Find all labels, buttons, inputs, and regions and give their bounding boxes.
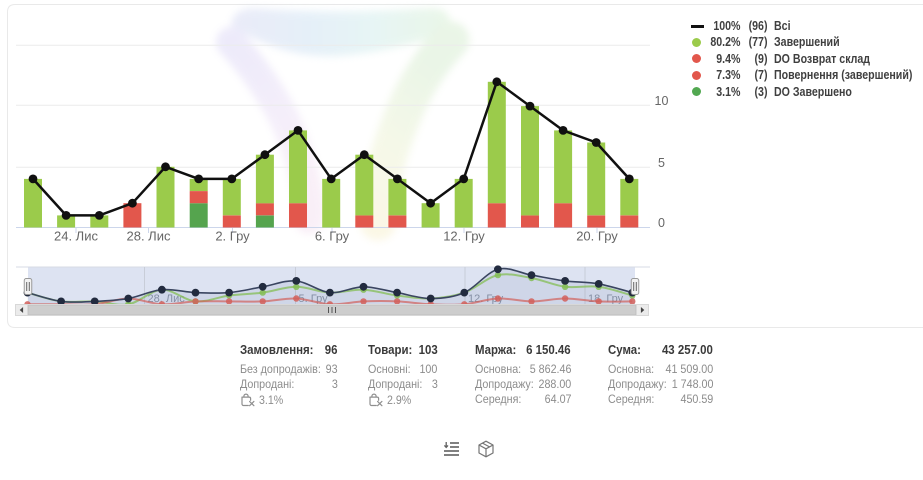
svg-text:5. Гру: 5. Гру: [299, 293, 329, 305]
svg-text:28. Лис: 28. Лис: [127, 229, 171, 244]
svg-text:0: 0: [658, 216, 665, 230]
svg-text:28. Лис: 28. Лис: [148, 293, 186, 305]
svg-text:5: 5: [658, 156, 665, 170]
svg-text:12. Гру: 12. Гру: [443, 229, 485, 244]
svg-text:10: 10: [655, 94, 669, 108]
svg-text:20. Гру: 20. Гру: [576, 229, 618, 244]
svg-text:6. Гру: 6. Гру: [315, 229, 350, 244]
svg-text:2. Гру: 2. Гру: [215, 229, 250, 244]
svg-text:24. Лис: 24. Лис: [54, 229, 98, 244]
